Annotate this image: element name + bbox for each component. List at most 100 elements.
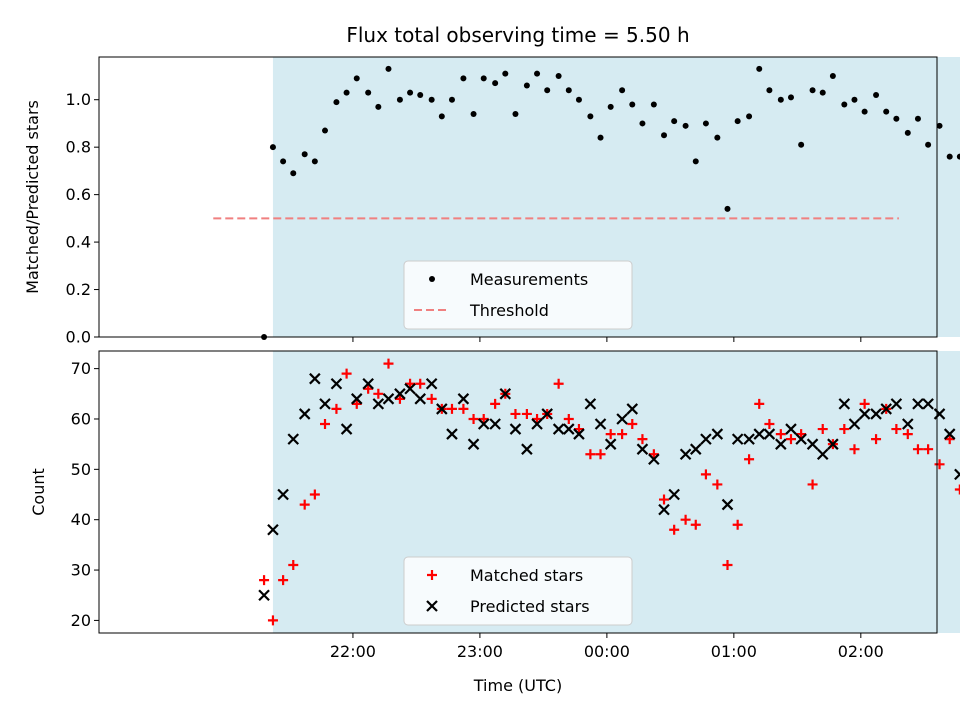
top-legend-swatch [429, 276, 435, 282]
bottom-predicted-point [616, 413, 628, 425]
x-axis-label: Time (UTC) [473, 676, 562, 695]
bottom-predicted-point [743, 433, 755, 445]
top-measurement-point [587, 113, 594, 120]
bottom-predicted-point [806, 438, 819, 450]
bottom-matched-point [341, 368, 352, 379]
top-measurement-point [480, 75, 487, 82]
top-measurement-point [534, 70, 541, 77]
top-measurement-point [714, 134, 721, 141]
top-measurement-point [702, 120, 709, 127]
top-measurement-point [322, 127, 329, 134]
bottom-predicted-point [267, 523, 279, 536]
bottom-predicted-point [838, 398, 851, 410]
bottom-predicted-point [425, 377, 438, 390]
bottom-predicted-point [541, 408, 553, 420]
top-measurement-point [470, 110, 477, 117]
x-tick-label: 02:00 [838, 642, 884, 661]
bottom-matched-point [722, 560, 733, 571]
bottom-matched-point [446, 403, 457, 414]
bottom-predicted-point [521, 443, 533, 455]
bottom-predicted-point [414, 393, 427, 405]
bottom-y-tick-label: 30 [71, 561, 91, 580]
top-measurement-point [290, 170, 297, 177]
bottom-matched-point [637, 434, 648, 445]
bottom-predicted-point [658, 503, 670, 516]
top-y-tick-label: 0.6 [66, 185, 91, 204]
top-measurement-point [448, 96, 455, 103]
top-measurement-point [365, 89, 372, 96]
bottom-matched-point [478, 413, 489, 424]
bottom-y-tick-label: 70 [71, 359, 91, 378]
bottom-matched-point [320, 419, 331, 430]
bottom-predicted-point [499, 388, 512, 400]
bottom-matched-point [923, 444, 934, 455]
bottom-predicted-point [775, 438, 787, 450]
top-legend [403, 260, 633, 330]
top-measurement-point [682, 122, 689, 129]
bottom-matched-point [394, 393, 405, 404]
bottom-legend-label: Matched stars [470, 566, 583, 585]
top-measurement-point [734, 118, 741, 125]
top-measurement-point [692, 158, 699, 165]
top-measurement-point [311, 158, 318, 165]
bottom-matched-point [849, 444, 860, 455]
top-measurement-point [523, 82, 530, 89]
top-measurement-point [724, 205, 731, 212]
top-measurement-point [385, 65, 392, 72]
bottom-predicted-point [604, 438, 617, 450]
bottom-predicted-point [679, 448, 692, 461]
bottom-matched-point [796, 429, 807, 440]
top-measurement-point [787, 94, 794, 101]
bottom-predicted-point [287, 433, 300, 445]
bottom-matched-point [902, 429, 913, 440]
bottom-predicted-point [350, 393, 363, 405]
bottom-matched-point [732, 519, 743, 530]
bottom-predicted-point [277, 488, 289, 501]
bottom-matched-point [299, 499, 310, 510]
bottom-predicted-point [372, 398, 385, 410]
bottom-legend-label: Predicted stars [470, 597, 590, 616]
bottom-matched-point [659, 494, 670, 505]
bottom-y-tick-label: 40 [71, 510, 91, 529]
top-measurement-point [269, 144, 276, 151]
top-measurement-point [756, 65, 763, 72]
top-measurement-point [512, 110, 519, 117]
bottom-matched-point [363, 383, 374, 394]
top-measurement-point [565, 87, 572, 94]
bottom-matched-point [807, 479, 818, 490]
bottom-matched-point [891, 424, 902, 435]
top-measurement-point [301, 151, 308, 158]
bottom-matched-point [383, 358, 394, 369]
bottom-matched-point [648, 449, 659, 460]
bottom-matched-point [775, 429, 786, 440]
bottom-predicted-point [848, 418, 861, 430]
bottom-legend-swatch [427, 570, 437, 580]
bottom-predicted-point [816, 448, 829, 461]
bottom-predicted-point [785, 423, 797, 435]
bottom-matched-point [405, 378, 416, 389]
top-measurement-point [861, 108, 868, 115]
bottom-matched-point [764, 419, 775, 430]
top-measurement-point [809, 87, 816, 94]
bottom-axes-frame [98, 350, 938, 634]
top-measurement-point [914, 115, 921, 122]
bottom-matched-point [712, 479, 723, 490]
bottom-predicted-point [584, 398, 597, 410]
top-y-tick-label: 0.0 [66, 328, 91, 347]
top-measurement-point [407, 89, 414, 96]
top-measurement-point [343, 89, 350, 96]
bottom-predicted-point [573, 428, 585, 440]
bottom-y-tick-label: 50 [71, 460, 91, 479]
bottom-matched-point [669, 524, 680, 535]
bottom-matched-point [553, 378, 564, 389]
bottom-predicted-point [636, 443, 649, 455]
bottom-predicted-point [753, 428, 766, 440]
bottom-predicted-point [340, 423, 353, 435]
top-measurement-point [777, 96, 784, 103]
bottom-matched-point [415, 378, 426, 389]
top-measurement-point [639, 120, 646, 127]
bottom-predicted-point [531, 418, 543, 430]
bottom-predicted-point [382, 393, 395, 405]
bottom-matched-point [585, 449, 596, 460]
